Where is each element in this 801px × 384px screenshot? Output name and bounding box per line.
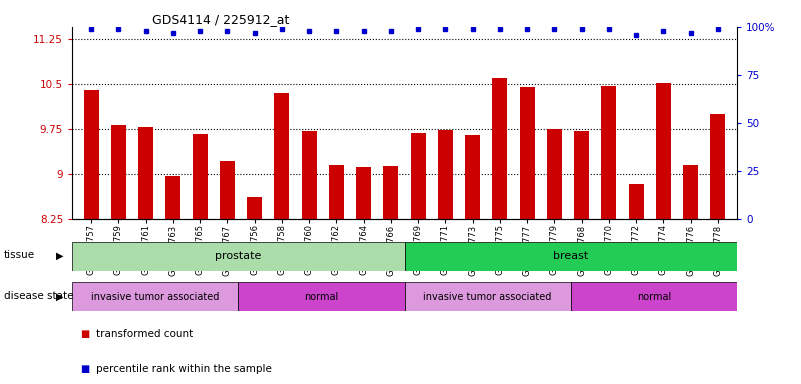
Bar [602, 86, 616, 219]
Bar [220, 161, 235, 219]
Bar [275, 93, 289, 219]
Bar [384, 166, 398, 219]
Text: ▶: ▶ [56, 250, 64, 260]
Text: ■: ■ [80, 329, 90, 339]
Bar [574, 131, 589, 219]
Bar [405, 282, 570, 311]
Text: prostate: prostate [215, 251, 261, 262]
Bar [683, 165, 698, 219]
Bar [629, 184, 643, 219]
Text: normal: normal [637, 291, 671, 302]
Bar [465, 135, 480, 219]
Bar [111, 125, 126, 219]
Text: transformed count: transformed count [96, 329, 193, 339]
Text: GDS4114 / 225912_at: GDS4114 / 225912_at [152, 13, 289, 26]
Text: percentile rank within the sample: percentile rank within the sample [96, 364, 272, 374]
Bar [356, 167, 371, 219]
Bar [570, 282, 737, 311]
Bar [138, 127, 153, 219]
Text: invasive tumor associated: invasive tumor associated [424, 291, 552, 302]
Text: tissue: tissue [4, 250, 35, 260]
Bar [710, 114, 726, 219]
Text: normal: normal [304, 291, 339, 302]
Bar [520, 87, 534, 219]
Bar [656, 83, 671, 219]
Bar [83, 90, 99, 219]
Text: ▶: ▶ [56, 291, 64, 301]
Text: ■: ■ [80, 364, 90, 374]
Bar [411, 133, 425, 219]
Text: disease state: disease state [4, 291, 74, 301]
Text: breast: breast [553, 251, 589, 262]
Bar [405, 242, 737, 271]
Bar [248, 197, 262, 219]
Text: invasive tumor associated: invasive tumor associated [91, 291, 219, 302]
Bar [493, 78, 507, 219]
Bar [72, 282, 239, 311]
Bar [438, 130, 453, 219]
Bar [239, 282, 405, 311]
Bar [302, 131, 316, 219]
Bar [329, 165, 344, 219]
Bar [193, 134, 207, 219]
Bar [166, 175, 180, 219]
Bar [547, 129, 562, 219]
Bar [72, 242, 405, 271]
